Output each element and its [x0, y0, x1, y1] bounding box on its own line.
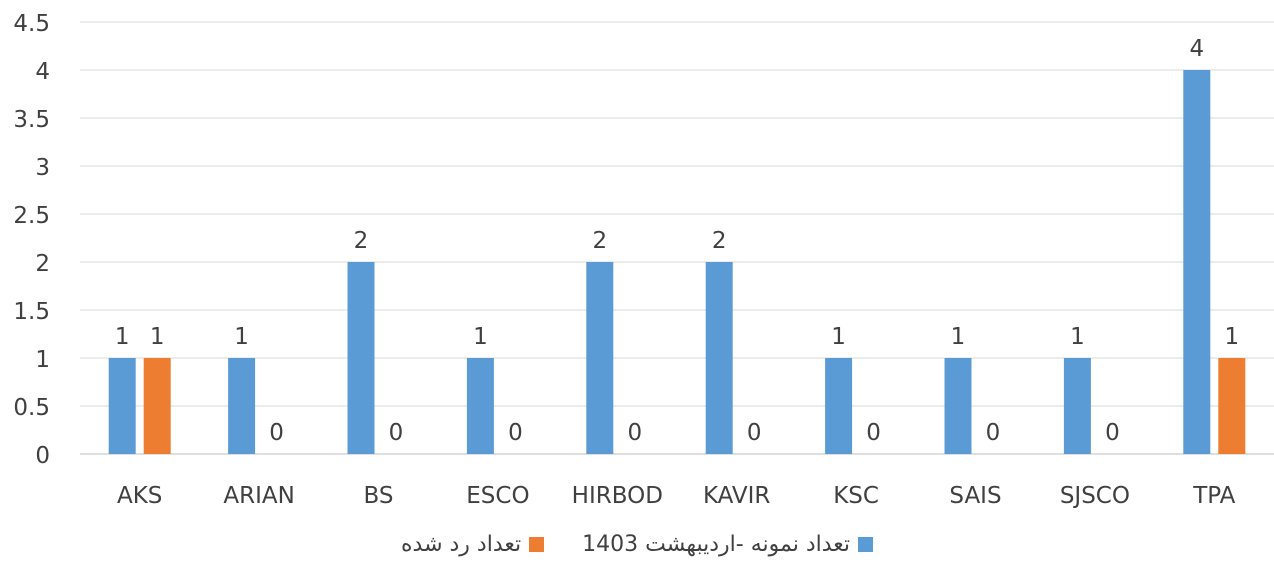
bar-series-1 [705, 262, 733, 454]
data-label: 1 [234, 324, 249, 350]
legend-swatch-series-2 [529, 537, 545, 552]
x-tick-label: KSC [833, 483, 879, 509]
x-tick-label: BS [364, 483, 394, 509]
data-label: 1 [831, 324, 846, 350]
x-tick-label: AKS [117, 483, 162, 509]
data-label: 0 [269, 420, 284, 446]
data-label: 1 [1224, 324, 1239, 350]
legend-item-series-2: تعداد رد شده [401, 532, 545, 557]
data-label: 0 [1105, 420, 1120, 446]
y-tick-label: 3 [35, 155, 50, 181]
x-tick-label: ESCO [466, 483, 529, 509]
y-tick-label: 0.5 [13, 395, 50, 421]
x-tick-label: HIRBOD [572, 483, 663, 509]
legend-swatch-series-1 [858, 537, 874, 552]
y-tick-label: 1 [35, 347, 50, 373]
data-label: 0 [508, 420, 523, 446]
bar-series-1 [1183, 70, 1211, 454]
y-tick-label: 2.5 [13, 203, 50, 229]
bar-series-1 [586, 262, 614, 454]
bar-series-1 [1063, 358, 1091, 454]
bar-series-1 [228, 358, 256, 454]
bar-series-2 [1218, 358, 1246, 454]
data-label: 4 [1189, 36, 1204, 62]
bar-series-1 [347, 262, 375, 454]
x-tick-label: SAIS [949, 483, 1001, 509]
x-tick-label: SJSCO [1060, 483, 1130, 509]
data-label: 1 [951, 324, 966, 350]
y-tick-label: 1.5 [13, 299, 50, 325]
x-tick-label: TPA [1192, 483, 1235, 509]
y-tick-label: 4 [35, 59, 50, 85]
y-tick-label: 3.5 [13, 107, 50, 133]
y-tick-label: 0 [35, 443, 50, 469]
chart-legend: تعداد نمونه -اردیبهشت 1403 تعداد رد شده [0, 532, 1274, 557]
legend-item-series-1: تعداد نمونه -اردیبهشت 1403 [582, 532, 874, 557]
bar-series-1 [466, 358, 494, 454]
y-tick-label: 2 [35, 251, 50, 277]
data-label: 1 [115, 324, 130, 350]
data-label: 0 [747, 420, 762, 446]
bar-series-1 [944, 358, 972, 454]
bar-series-2 [143, 358, 171, 454]
x-tick-label: ARIAN [223, 483, 294, 509]
data-label: 1 [473, 324, 488, 350]
y-tick-label: 4.5 [13, 11, 50, 37]
data-label: 2 [354, 228, 369, 254]
data-label: 1 [1070, 324, 1085, 350]
x-tick-label: KAVIR [703, 483, 770, 509]
data-label: 0 [866, 420, 881, 446]
bar-series-1 [108, 358, 136, 454]
data-label: 0 [627, 420, 642, 446]
bar-series-1 [825, 358, 853, 454]
data-label: 0 [986, 420, 1001, 446]
data-label: 2 [712, 228, 727, 254]
data-label: 2 [592, 228, 607, 254]
data-label: 0 [389, 420, 404, 446]
data-label: 1 [150, 324, 165, 350]
legend-label-series-1: تعداد نمونه -اردیبهشت 1403 [582, 532, 851, 557]
legend-label-series-2: تعداد رد شده [401, 532, 522, 557]
